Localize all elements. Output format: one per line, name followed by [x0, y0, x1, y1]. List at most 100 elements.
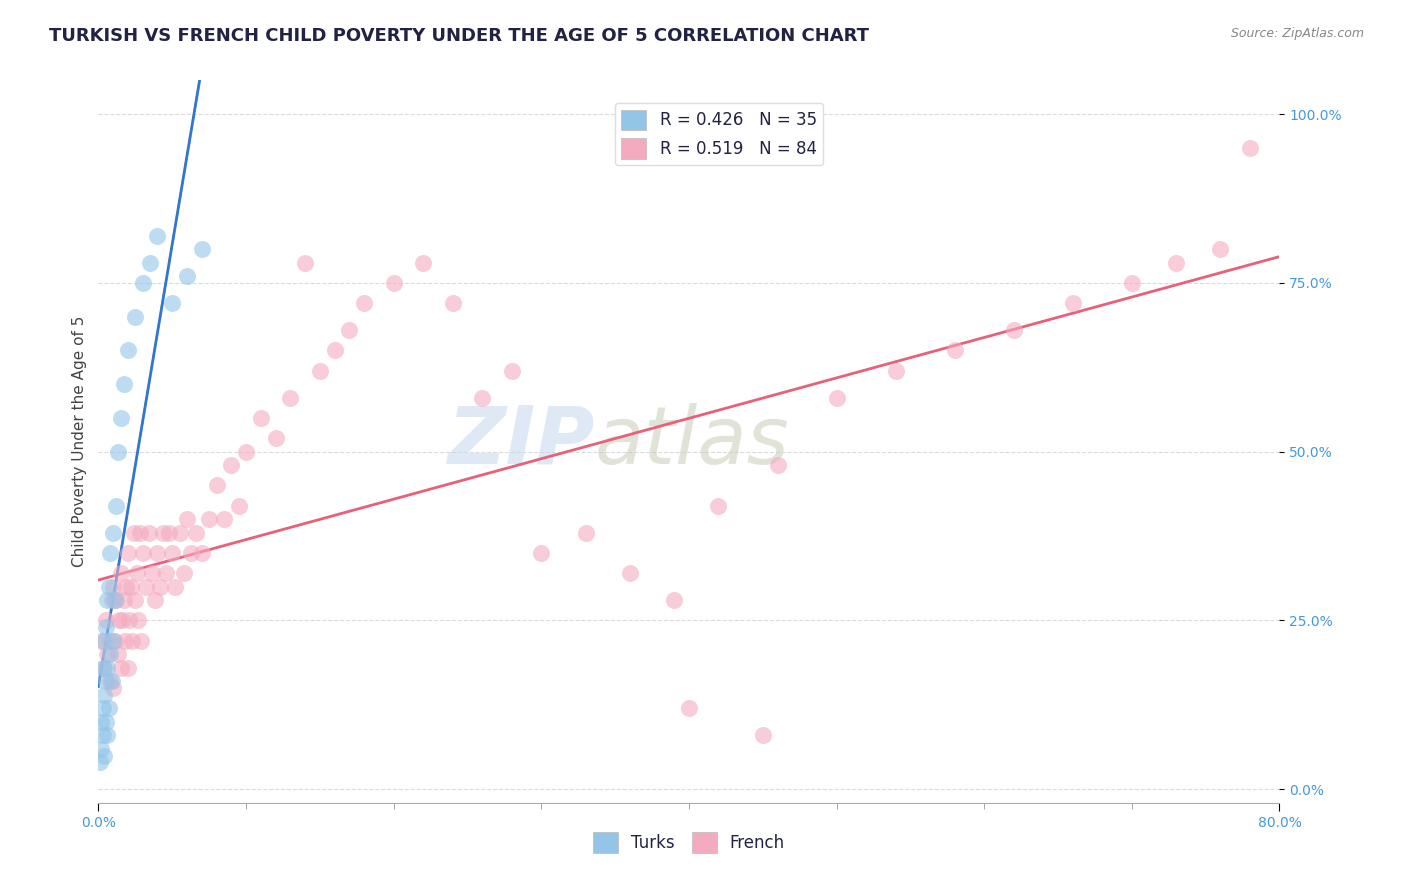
- Point: [96, 661, 118, 675]
- Point: [117, 343, 139, 358]
- Point: [155, 566, 177, 581]
- Point: [707, 499, 730, 513]
- Point: [91, 661, 114, 675]
- Point: [176, 269, 198, 284]
- Point: [103, 633, 125, 648]
- Point: [103, 681, 125, 695]
- Point: [121, 633, 143, 648]
- Point: [96, 728, 118, 742]
- Point: [169, 525, 191, 540]
- Point: [98, 647, 121, 661]
- Point: [157, 525, 180, 540]
- Point: [105, 499, 128, 513]
- Point: [141, 566, 163, 581]
- Point: [198, 512, 221, 526]
- Point: [124, 593, 146, 607]
- Point: [110, 411, 132, 425]
- Point: [943, 343, 966, 358]
- Point: [97, 701, 120, 715]
- Point: [575, 525, 598, 540]
- Point: [120, 580, 142, 594]
- Point: [309, 364, 332, 378]
- Point: [228, 499, 250, 513]
- Point: [678, 701, 700, 715]
- Point: [127, 614, 149, 628]
- Point: [501, 364, 523, 378]
- Point: [1121, 276, 1143, 290]
- Point: [825, 391, 848, 405]
- Point: [766, 458, 789, 472]
- Point: [176, 512, 198, 526]
- Point: [124, 310, 146, 324]
- Point: [94, 620, 117, 634]
- Point: [97, 633, 120, 648]
- Point: [752, 728, 775, 742]
- Point: [212, 512, 235, 526]
- Point: [89, 756, 111, 770]
- Point: [100, 593, 122, 607]
- Point: [184, 525, 207, 540]
- Point: [530, 546, 553, 560]
- Point: [108, 614, 131, 628]
- Point: [152, 525, 174, 540]
- Point: [191, 242, 214, 256]
- Point: [117, 661, 139, 675]
- Point: [135, 580, 157, 594]
- Point: [96, 647, 118, 661]
- Point: [139, 255, 162, 269]
- Point: [110, 566, 132, 581]
- Point: [191, 546, 214, 560]
- Point: [90, 714, 112, 729]
- Point: [94, 714, 117, 729]
- Point: [114, 633, 136, 648]
- Point: [112, 593, 135, 607]
- Point: [146, 546, 169, 560]
- Text: atlas: atlas: [595, 402, 789, 481]
- Point: [103, 580, 125, 594]
- Point: [1239, 141, 1261, 155]
- Text: ZIP: ZIP: [447, 402, 595, 481]
- Point: [98, 546, 121, 560]
- Point: [664, 593, 686, 607]
- Point: [1209, 242, 1232, 256]
- Legend: Turks, French: Turks, French: [586, 826, 792, 860]
- Point: [115, 580, 138, 594]
- Point: [205, 478, 228, 492]
- Point: [93, 748, 115, 763]
- Point: [143, 593, 166, 607]
- Point: [111, 614, 134, 628]
- Point: [122, 525, 145, 540]
- Point: [93, 688, 115, 702]
- Point: [235, 444, 257, 458]
- Point: [412, 255, 434, 269]
- Point: [1166, 255, 1188, 269]
- Point: [125, 566, 148, 581]
- Point: [100, 674, 122, 689]
- Point: [110, 661, 132, 675]
- Point: [91, 728, 114, 742]
- Point: [104, 633, 127, 648]
- Point: [264, 431, 287, 445]
- Point: [146, 228, 169, 243]
- Text: TURKISH VS FRENCH CHILD POVERTY UNDER THE AGE OF 5 CORRELATION CHART: TURKISH VS FRENCH CHILD POVERTY UNDER TH…: [49, 27, 869, 45]
- Point: [323, 343, 346, 358]
- Point: [91, 701, 114, 715]
- Point: [173, 566, 195, 581]
- Point: [129, 633, 152, 648]
- Point: [107, 647, 129, 661]
- Point: [165, 580, 187, 594]
- Point: [132, 546, 155, 560]
- Point: [93, 633, 115, 648]
- Point: [105, 593, 128, 607]
- Point: [93, 661, 115, 675]
- Point: [353, 296, 375, 310]
- Point: [94, 674, 117, 689]
- Point: [280, 391, 302, 405]
- Point: [1062, 296, 1084, 310]
- Point: [96, 593, 118, 607]
- Point: [112, 377, 135, 392]
- Point: [250, 411, 273, 425]
- Point: [619, 566, 641, 581]
- Point: [128, 525, 150, 540]
- Point: [180, 546, 202, 560]
